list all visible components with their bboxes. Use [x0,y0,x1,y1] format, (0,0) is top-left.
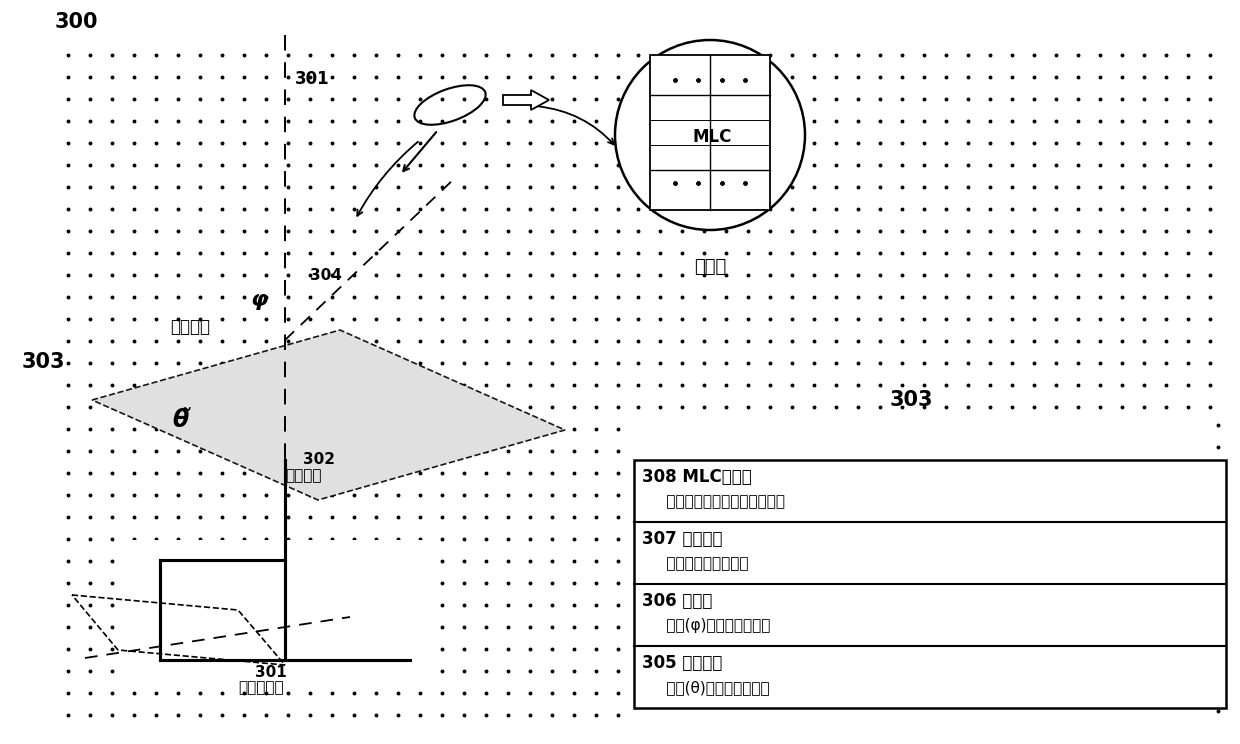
Text: 307 准直器：: 307 准直器： [642,530,723,548]
Polygon shape [92,330,565,500]
Text: 306 机架：: 306 机架： [642,592,712,610]
Text: 位置(θ)，最大转动速度: 位置(θ)，最大转动速度 [642,680,770,695]
Circle shape [615,40,805,230]
Text: 303: 303 [890,390,934,410]
Text: 治疗床转轴: 治疗床转轴 [238,680,284,695]
Text: 301: 301 [255,665,286,680]
Text: 等中心点: 等中心点 [170,318,210,336]
Bar [634,460,1226,708]
Bar [130,540,430,685]
Text: 302: 302 [303,452,335,467]
Text: 301: 301 [295,70,330,88]
Text: 角度(φ)，最大转动速度: 角度(φ)，最大转动速度 [642,618,770,633]
Text: 300: 300 [55,12,98,32]
Text: θ̃: θ̃ [172,408,188,432]
Bar [650,55,770,210]
Text: 304: 304 [310,268,342,283]
Text: 位置，最大转动速度: 位置，最大转动速度 [642,556,749,571]
Text: MLC: MLC [692,129,732,147]
Text: φ: φ [250,290,268,310]
Text: 305 治疗床：: 305 治疗床： [642,654,723,672]
Text: 机架转轴: 机架转轴 [285,468,321,483]
Text: 准直器: 准直器 [694,258,727,276]
Text: 303: 303 [22,352,66,372]
Text: 308 MLC叶片：: 308 MLC叶片： [642,468,751,486]
FancyArrow shape [503,90,549,110]
Text: 位置，最大运动速度和加速度: 位置，最大运动速度和加速度 [642,494,785,509]
Polygon shape [92,330,565,500]
